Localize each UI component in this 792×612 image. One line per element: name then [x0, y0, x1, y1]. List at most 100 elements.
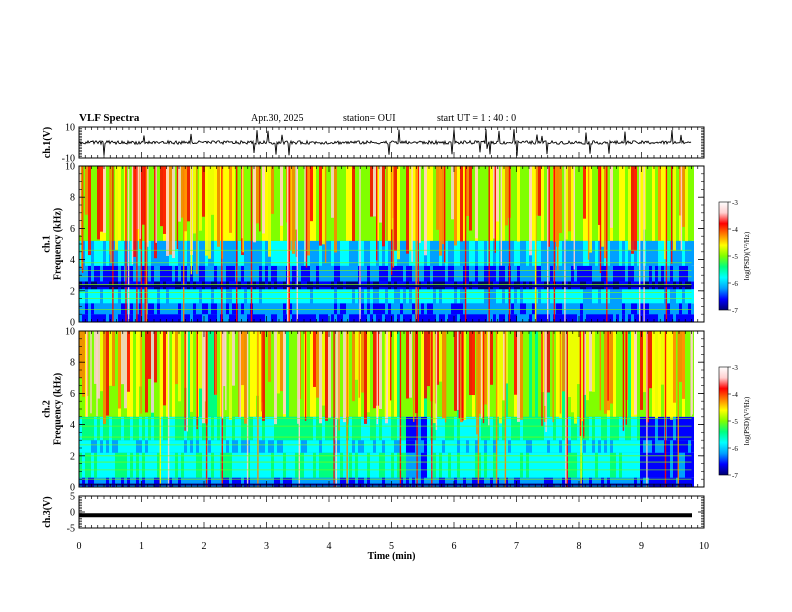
spectrogram-cell	[214, 303, 217, 315]
spectrogram-cell	[541, 416, 544, 441]
spectrogram-cell	[304, 477, 307, 487]
spectrogram-cell	[409, 240, 412, 266]
spectrogram-cell	[520, 416, 523, 441]
y-axis-label: ch.1	[42, 235, 53, 253]
spectrogram-cell	[619, 166, 622, 241]
y-axis-label: ch.3(V)	[42, 496, 53, 527]
spectrogram-cell	[445, 440, 448, 453]
spectrogram-cell	[100, 416, 103, 441]
spectrogram-cell	[385, 314, 388, 322]
sferic-streak	[565, 331, 567, 487]
sferic-streak	[545, 331, 547, 432]
sferic-streak	[147, 166, 149, 247]
spectrogram-cell	[442, 440, 445, 453]
spectrogram-cell	[661, 314, 664, 322]
spectrogram-cell	[658, 440, 661, 453]
spectrogram-cell	[364, 303, 367, 315]
spectrogram-cell	[310, 240, 313, 266]
spectrogram-burst	[562, 331, 565, 392]
spectrogram-cell	[478, 303, 481, 315]
spectrogram-cell	[436, 416, 439, 441]
spectrogram-cell	[181, 289, 184, 304]
spectrogram-cell	[121, 289, 124, 304]
spectrogram-cell	[97, 240, 100, 266]
spectrogram-cell	[592, 477, 595, 487]
spectrogram-cell	[376, 477, 379, 487]
spectrogram-cell	[289, 314, 292, 322]
spectrogram-burst	[466, 166, 469, 216]
spectrogram-cell	[172, 314, 175, 322]
spectrogram-cell	[652, 416, 655, 441]
spectrogram-cell	[673, 240, 676, 266]
spectrogram-cell	[97, 477, 100, 487]
spectrogram-burst	[439, 331, 442, 382]
spectrogram-cell	[592, 240, 595, 266]
spectrogram-cell	[103, 240, 106, 266]
spectrogram-cell	[322, 240, 325, 266]
spectrogram-cell	[352, 314, 355, 322]
colorbar-tick-label: -5	[732, 253, 738, 261]
spectrogram-cell	[328, 289, 331, 304]
spectrogram-cell	[613, 331, 616, 417]
spectrogram-cell	[601, 265, 604, 282]
sferic-streak	[664, 331, 667, 487]
spectrogram-cell	[511, 477, 514, 487]
spectrogram-burst	[397, 166, 400, 260]
spectrogram-burst	[394, 331, 397, 415]
spectrogram-burst	[436, 166, 439, 230]
spectrogram-cell	[604, 314, 607, 322]
spectrogram-cell	[217, 314, 220, 322]
spectrogram-cell	[460, 303, 463, 315]
spectrogram-cell	[463, 452, 466, 478]
spectrogram-cell	[436, 314, 439, 322]
spectrogram-cell	[616, 289, 619, 304]
spectrogram-cell	[379, 477, 382, 487]
spectrogram-cell	[160, 452, 163, 478]
spectrogram-cell	[544, 289, 547, 304]
sferic-streak	[677, 331, 679, 487]
spectrogram-cell	[634, 240, 637, 266]
spectrogram-cell	[577, 265, 580, 282]
spectrogram-burst	[631, 166, 634, 254]
spectrogram-burst	[187, 166, 190, 222]
spectrogram-cell	[589, 314, 592, 322]
spectrogram-cell	[274, 240, 277, 266]
spectrogram-cell	[538, 452, 541, 478]
spectrogram-cell	[304, 314, 307, 322]
spectrogram-cell	[121, 303, 124, 315]
spectrogram-cell	[670, 477, 673, 487]
spectrogram-burst	[496, 166, 499, 222]
spectrogram-cell	[154, 416, 157, 441]
spectrogram-cell	[472, 265, 475, 282]
spectrogram-cell	[586, 265, 589, 282]
spectrogram-cell	[475, 440, 478, 453]
spectrogram-cell	[634, 289, 637, 304]
spectrogram-cell	[79, 289, 82, 304]
spectrogram-cell	[469, 477, 472, 487]
spectrogram-cell	[496, 331, 499, 417]
spectrogram-cell	[625, 477, 628, 487]
spectrogram-cell	[601, 303, 604, 315]
spectrogram-cell	[622, 314, 625, 322]
sferic-streak	[399, 331, 402, 487]
spectrogram-cell	[232, 240, 235, 266]
spectrogram-cell	[253, 240, 256, 266]
spectrogram-cell	[628, 452, 631, 478]
spectrogram-cell	[331, 314, 334, 322]
sferic-streak	[205, 331, 208, 487]
spectrogram-cell	[253, 477, 256, 487]
spectrogram-cell	[514, 265, 517, 282]
spectrogram-cell	[121, 416, 124, 441]
spectrogram-cell	[259, 240, 262, 266]
spectrogram-cell	[271, 331, 274, 417]
spectrogram-cell	[295, 303, 298, 315]
spectrogram-cell	[403, 416, 406, 441]
spectrogram-cell	[490, 440, 493, 453]
spectrogram-cell	[130, 240, 133, 266]
spectrogram-cell	[403, 240, 406, 266]
spectrogram-cell	[619, 440, 622, 453]
spectrogram-cell	[649, 303, 652, 315]
spectrogram-cell	[109, 303, 112, 315]
spectrogram-cell	[454, 452, 457, 478]
spectrogram-cell	[406, 265, 409, 282]
